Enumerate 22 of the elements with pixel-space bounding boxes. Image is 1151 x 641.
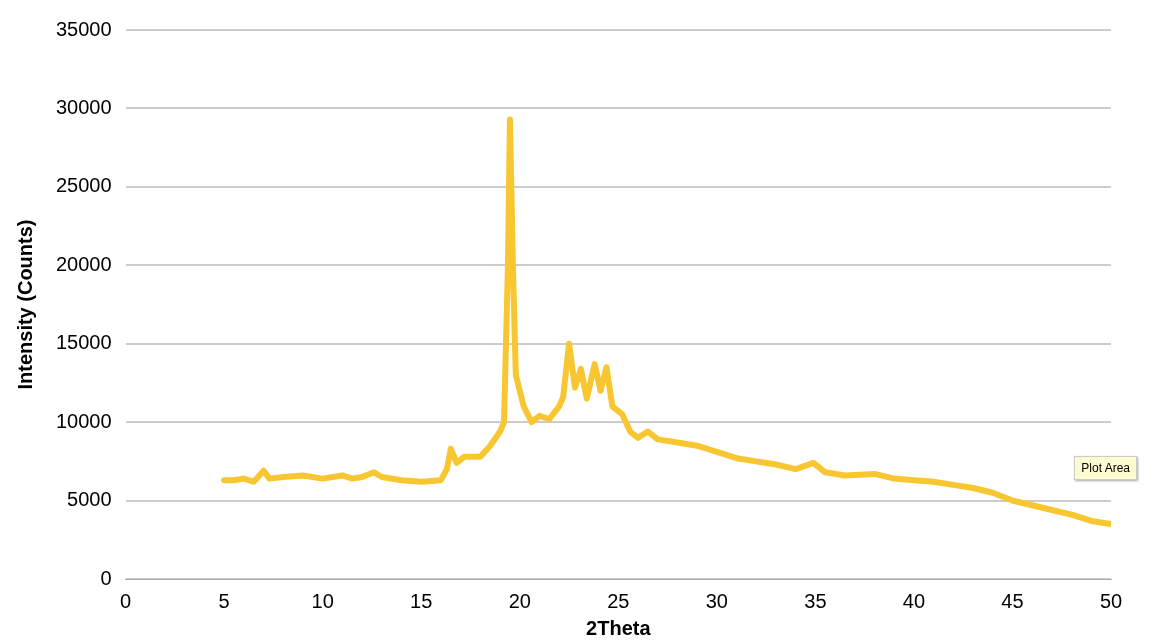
y-tick-label: 20000 (55, 252, 112, 275)
x-tick-label: 45 (1001, 589, 1024, 612)
x-tick-label: 50 (1099, 589, 1123, 612)
x-tick-label: 10 (311, 589, 334, 612)
x-tick-label: 15 (410, 589, 433, 612)
y-tick-label: 30000 (55, 95, 112, 118)
x-tick-label: 40 (902, 589, 926, 612)
x-tick-label: 20 (508, 589, 531, 612)
y-tick-label: 15000 (55, 331, 112, 354)
y-tick-label: 25000 (55, 174, 112, 197)
y-tick-label: 10000 (55, 409, 112, 432)
x-tick-label: 5 (218, 589, 230, 612)
x-tick-label: 35 (804, 589, 827, 612)
x-tick-label: 25 (607, 589, 630, 612)
y-tick-label: 0 (100, 566, 112, 589)
x-axis-title: 2Theta (586, 616, 652, 639)
y-tick-label: 35000 (55, 17, 112, 40)
annotation: Plot Area (1074, 456, 1137, 480)
x-tick-label: 0 (120, 589, 132, 612)
x-tick-label: 30 (705, 589, 728, 612)
y-axis-title: Intensity (Counts) (13, 219, 36, 390)
y-tick-label: 5000 (67, 488, 112, 511)
